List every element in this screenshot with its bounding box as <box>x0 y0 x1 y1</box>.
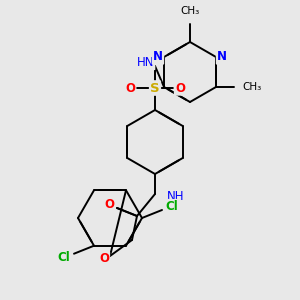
Text: Cl: Cl <box>58 251 70 264</box>
Text: O: O <box>104 199 114 212</box>
Text: CH₃: CH₃ <box>242 82 261 92</box>
Text: HN: HN <box>137 56 155 70</box>
Text: S: S <box>150 82 160 94</box>
Text: CH₃: CH₃ <box>180 6 200 16</box>
Text: O: O <box>125 82 135 94</box>
Text: N: N <box>217 50 227 64</box>
Text: N: N <box>153 50 163 64</box>
Text: O: O <box>175 82 185 94</box>
Text: Cl: Cl <box>166 200 178 212</box>
Text: O: O <box>99 253 109 266</box>
Text: NH: NH <box>167 190 184 203</box>
